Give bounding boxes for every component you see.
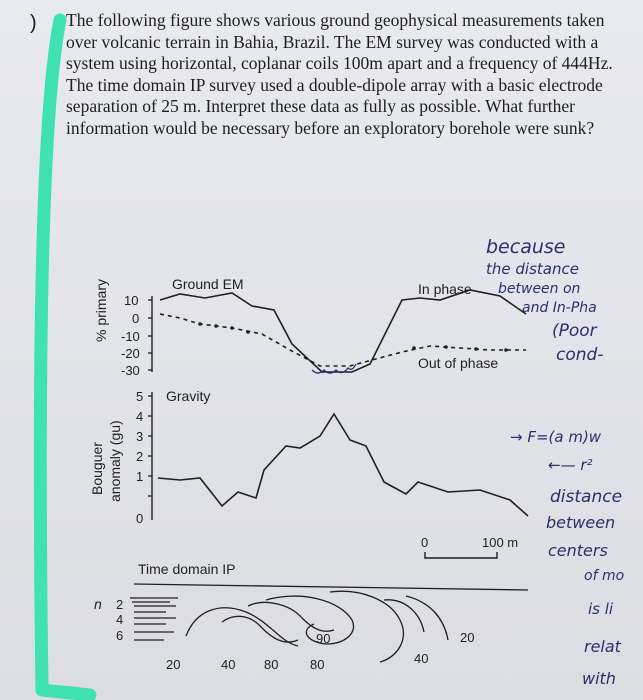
gravity-tick-label: 5 [136,389,143,404]
ip-contour-label: 20 [460,630,474,645]
gravity-profile-line [157,412,529,517]
handwritten-note: between [546,513,615,532]
gravity-tick-label: 4 [136,409,143,424]
handwritten-note: with [582,669,616,688]
ip-contour-label: 90 [316,631,330,646]
scale-zero-label: 0 [421,535,428,550]
ip-n-tick: 4 [116,612,123,627]
handwritten-formula-2: ←— r² [548,456,593,474]
handwritten-note: of mo [584,568,624,584]
em-tick-label: -10 [121,329,140,344]
question-marker: ) [30,12,37,34]
ip-n-label: n [94,596,102,612]
scale-length-label: 100 m [482,535,518,550]
handwritten-note: between on [498,281,580,297]
em-data-points [198,322,508,352]
handwritten-note: relat [584,637,622,656]
gravity-tick-label: 2 [136,449,143,464]
handwritten-note: is li [588,600,614,618]
gravity-tick-label: 0 [136,511,143,526]
ip-contour-label: 40 [414,651,428,666]
em-tick-label: 10 [124,293,138,308]
gravity-ylabel-2: anomaly (gu) [107,420,123,502]
handwritten-note: the distance [486,260,579,278]
gravity-ylabel-1: Bouguer [89,442,105,495]
em-title: Ground EM [172,276,244,292]
em-in-phase-line [159,289,527,373]
handwritten-formula: → F=(a m)w [510,428,602,446]
handwritten-note: because [486,236,565,258]
em-tick-label: 0 [132,311,139,326]
question-text: The following figure shows various groun… [66,10,613,138]
ip-contour-label: 40 [221,657,235,672]
ip-contour-label: 20 [166,657,180,672]
gravity-tick-label: 3 [136,429,143,444]
ip-n-tick: 2 [116,597,123,612]
em-out-phase-line [159,313,526,367]
handwritten-note: cond- [556,345,603,365]
ip-contour-label: 80 [310,657,324,672]
ip-stepped-lines [130,597,178,641]
em-tick-label: -30 [121,363,140,378]
handwritten-note: and In-Pha [522,300,597,316]
em-in-phase-label: In phase [418,281,472,297]
handwritten-note: (Poor [552,321,598,341]
ip-topline [133,583,529,591]
gravity-tick-label: 1 [136,469,143,484]
ip-contour-label: 80 [264,657,278,672]
handwritten-note: centers [548,541,608,560]
ip-title: Time domain IP [138,561,236,577]
gravity-title: Gravity [166,388,210,404]
scale-bar [424,552,498,559]
gravity-ticks [148,395,152,497]
ip-contours [185,590,449,663]
em-ticks [148,299,152,371]
em-tick-label: -20 [121,346,140,361]
em-hand-scribble [311,363,357,374]
ip-n-tick: 6 [116,628,123,643]
em-out-phase-label: Out of phase [418,355,498,371]
em-ylabel: % primary [93,279,109,342]
handwritten-note: distance [550,487,622,507]
